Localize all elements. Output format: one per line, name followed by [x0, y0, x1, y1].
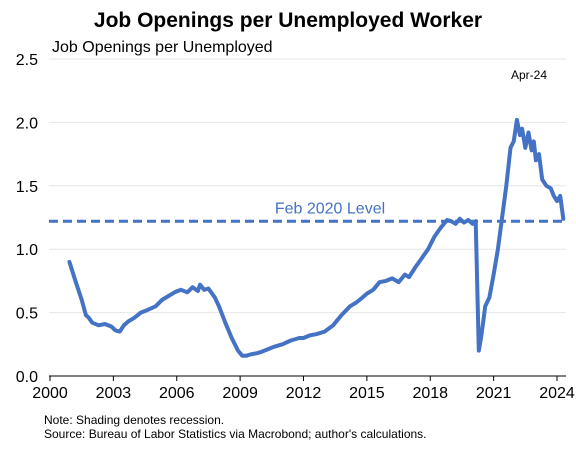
latest-date-annotation: Apr-24	[511, 68, 547, 82]
source-text: Source: Bureau of Labor Statistics via M…	[44, 427, 427, 441]
y-tick-label: 2.5	[16, 52, 38, 69]
y-axis-label: Job Openings per Unemployed	[52, 39, 273, 56]
y-tick-labels: 0.0 0.5 1.0 1.5 2.0 2.5	[16, 52, 38, 386]
axes	[49, 375, 566, 381]
x-tick-label: 2012	[286, 385, 322, 402]
x-tick-label: 2015	[349, 385, 385, 402]
gridlines	[49, 58, 566, 314]
y-tick-label: 1.0	[16, 242, 38, 259]
x-tick-label: 2003	[96, 385, 132, 402]
x-tick-label: 2021	[476, 385, 512, 402]
y-tick-label: 1.5	[16, 179, 38, 196]
note-text: Note: Shading denotes recession.	[44, 413, 225, 427]
x-tick-label: 2009	[222, 385, 258, 402]
reference-line: Feb 2020 Level	[49, 200, 566, 223]
y-tick-label: 2.0	[16, 115, 38, 132]
x-tick-label: 2006	[159, 385, 195, 402]
x-tick-label: 2018	[412, 385, 448, 402]
feb-2020-level-label: Feb 2020 Level	[275, 200, 385, 217]
chart-title: Job Openings per Unemployed Worker	[94, 9, 482, 32]
y-tick-label: 0.0	[16, 369, 38, 386]
series-line	[67, 117, 566, 358]
x-tick-label: 2024	[539, 385, 575, 402]
x-tick-labels: 2000 2003 2006 2009 2012 2015 2018 2021 2024	[32, 385, 575, 402]
x-tick-label: 2000	[32, 385, 68, 402]
y-tick-label: 0.5	[16, 306, 38, 323]
series-group	[67, 117, 566, 358]
